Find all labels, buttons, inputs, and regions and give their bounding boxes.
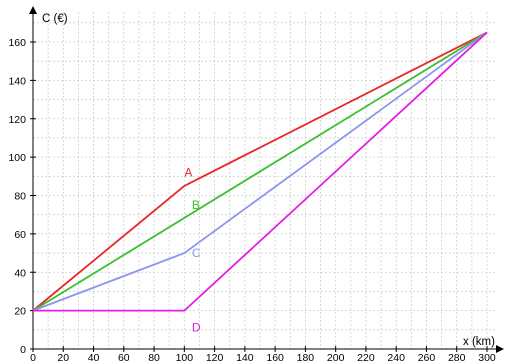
y-tick-label: 80 [14,191,26,203]
series-label-c: C [192,246,201,260]
series-lines [32,31,488,312]
series-label-d: D [192,321,201,335]
series-line-b [32,31,488,312]
x-tick-label: 200 [327,352,345,363]
x-tick-label: 120 [206,352,224,363]
series-line-a [32,31,488,312]
x-tick-label: 240 [387,352,405,363]
x-tick-label: 40 [88,352,100,363]
x-tick-label: 260 [418,352,436,363]
y-axis-title: C (€) [42,13,68,25]
y-tick-label: 140 [8,75,26,87]
axes [29,6,504,353]
series-line-c [32,31,488,312]
y-tick-label: 60 [14,229,26,241]
x-tick-label: 100 [176,352,194,363]
y-tick-label: 160 [8,37,26,49]
x-tick-label: 0 [30,352,36,363]
series-line-d [33,31,488,312]
y-tick-label: 120 [8,114,26,126]
x-axis-arrow [496,345,504,353]
y-tick-label: 20 [14,306,26,318]
x-tick-label: 140 [236,352,254,363]
y-tick-label: 0 [20,344,26,356]
x-tick-label: 160 [266,352,284,363]
x-tick-label: 300 [478,352,496,363]
x-axis-title: x (km) [463,336,495,348]
x-tick-label: 20 [57,352,69,363]
y-tick-label: 40 [14,267,26,279]
y-axis-arrow [29,6,37,14]
x-tick-label: 60 [118,352,130,363]
x-tick-label: 180 [297,352,315,363]
y-axis-ticks: 0 20 40 60 80 100 120 140 160 [8,37,36,356]
x-axis-ticks: 0 20 40 60 80 100 120 140 160 180 200 220 240 260 280 3… [30,346,496,363]
grid-lines [33,12,497,349]
series-labels: A B C D [184,165,201,334]
series-label-b: B [192,198,200,212]
x-tick-label: 80 [148,352,160,363]
series-label-a: A [184,165,192,179]
y-tick-label: 100 [8,152,26,164]
x-tick-label: 220 [357,352,375,363]
x-tick-label: 280 [448,352,466,363]
